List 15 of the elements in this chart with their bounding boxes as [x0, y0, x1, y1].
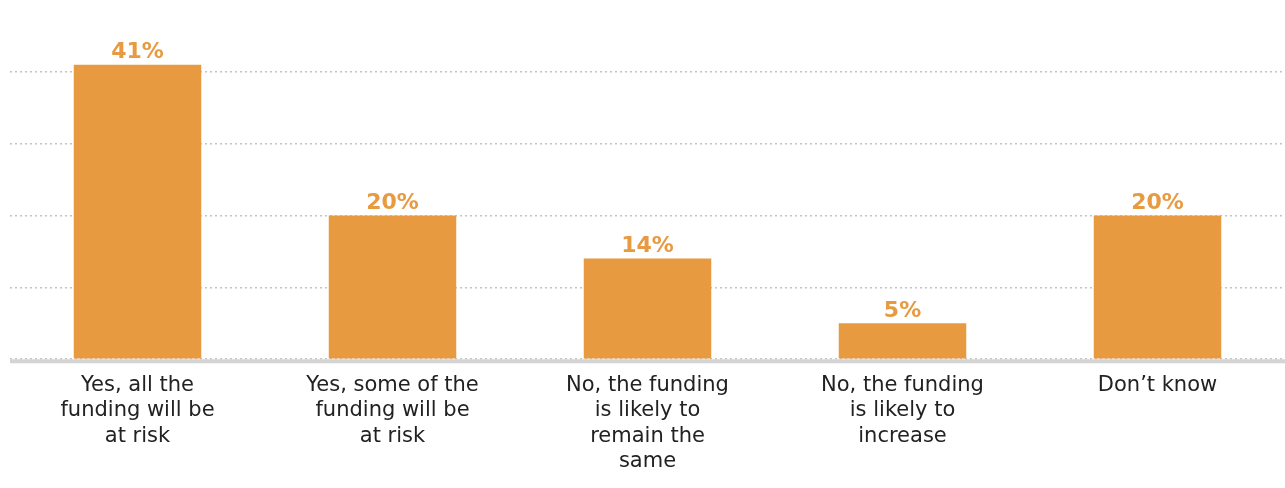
data-label: 20% [366, 189, 419, 215]
x-tick-label: Yes, some of the funding will be at risk [305, 372, 479, 447]
data-label: 41% [111, 38, 164, 64]
bar [1093, 215, 1222, 359]
bar [583, 258, 712, 359]
x-tick-label: Yes, all the funding will be at risk [60, 372, 215, 447]
data-label: 14% [621, 232, 674, 258]
data-label: 20% [1131, 189, 1184, 215]
x-tick-label: No, the funding is likely to increase [821, 372, 984, 447]
bar [328, 215, 457, 359]
x-tick-label: No, the funding is likely to remain the same [566, 372, 729, 472]
bar [73, 64, 202, 359]
x-tick-label: Don’t know [1097, 372, 1218, 397]
data-label: 5% [883, 297, 922, 322]
bar [838, 323, 967, 359]
